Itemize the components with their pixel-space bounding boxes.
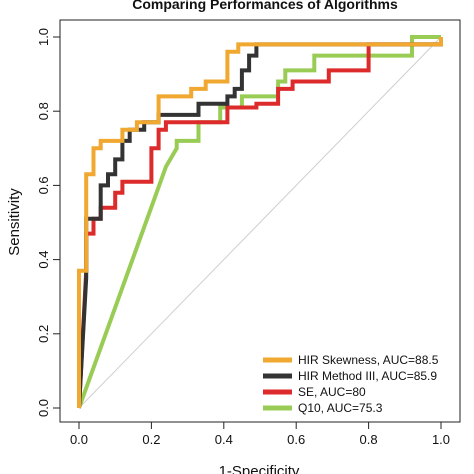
y-axis-title: Sensitivity (6, 188, 23, 256)
y-tick-label: 0.0 (36, 399, 51, 417)
x-tick-label: 0.0 (70, 432, 88, 447)
x-tick-label: 0.6 (287, 432, 305, 447)
legend-label-2: HIR Method III, AUC=85.9 (298, 369, 437, 383)
legend-label-4: Q10, AUC=75.3 (298, 401, 383, 415)
x-tick-label: 1.0 (432, 432, 450, 447)
x-tick-label: 0.2 (142, 432, 160, 447)
chart-title: Comparing Performances of Algorithms (132, 0, 398, 12)
x-axis-title: 1-Specificity (219, 463, 300, 474)
plot-area: 0.0 0.2 0.4 0.6 0.8 1.0 0.0 0.2 0.4 0.6 0.8 1.0 (36, 19, 461, 447)
y-tick-label: 0.4 (36, 251, 51, 269)
y-tick-label: 0.6 (36, 176, 51, 194)
legend-label-3: SE, AUC=80 (298, 385, 366, 399)
legend-label-1: HIR Skewness, AUC=88.5 (298, 353, 439, 367)
x-tick-label: 0.4 (215, 432, 233, 447)
legend: HIR Skewness, AUC=88.5 HIR Method III, AU… (263, 353, 439, 415)
y-tick-label: 0.8 (36, 102, 51, 120)
series-line-4 (77, 35, 441, 409)
reference-diagonal (78, 36, 442, 409)
y-tick-label: 0.2 (36, 325, 51, 343)
y-tick-label: 1.0 (36, 28, 51, 46)
x-tick-label: 0.8 (360, 432, 378, 447)
plot-frame (59, 19, 461, 423)
series-line-1 (77, 37, 443, 408)
